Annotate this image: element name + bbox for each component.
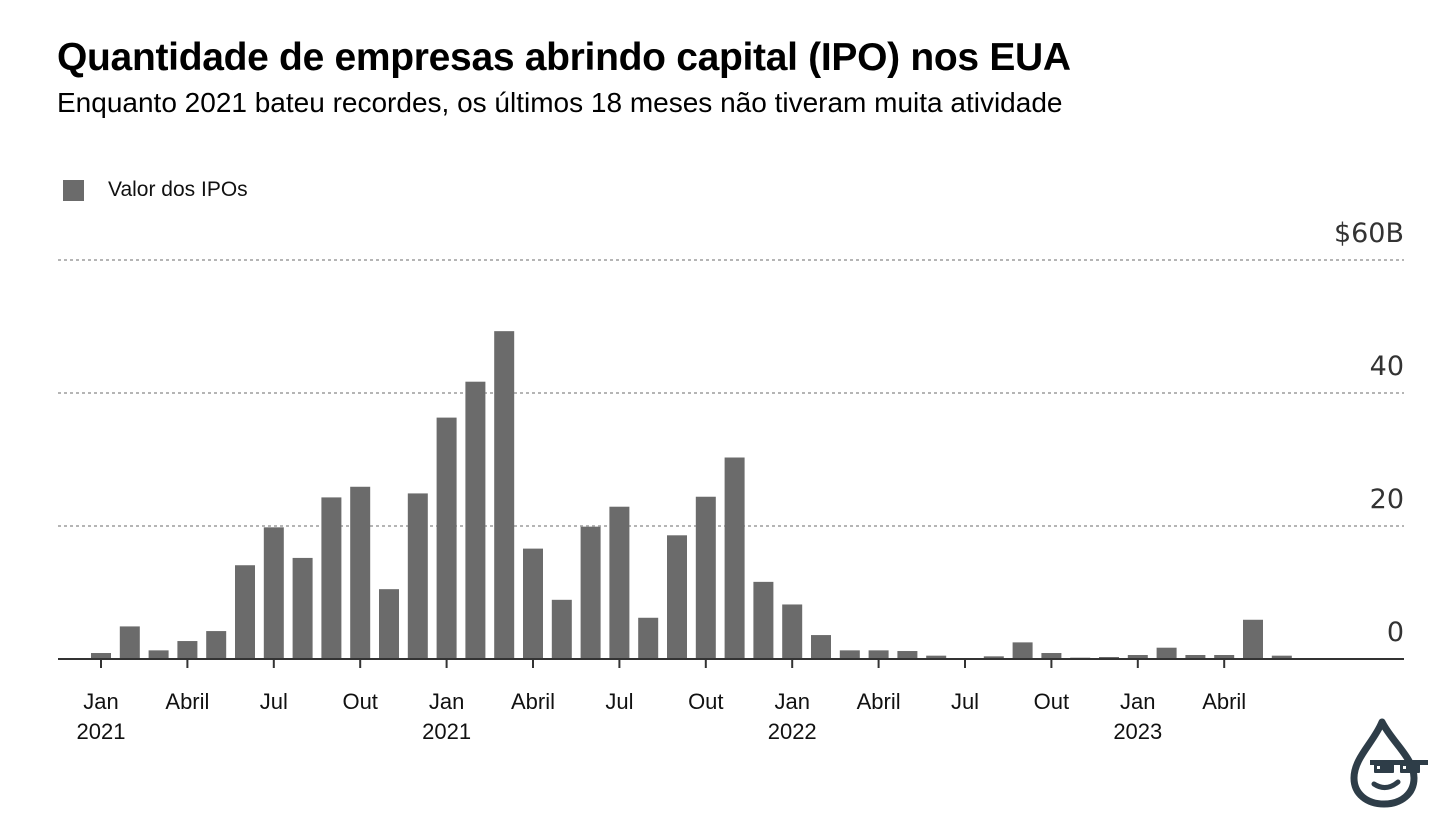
bar: [782, 604, 803, 659]
x-tick-label-month: Jan: [1120, 689, 1155, 714]
x-tick-label-month: Jan: [83, 689, 118, 714]
legend-label: Valor dos IPOs: [108, 178, 248, 201]
bar: [983, 656, 1004, 659]
bar: [379, 589, 399, 659]
bar: [235, 565, 255, 659]
bar: [868, 650, 889, 659]
bar: [494, 331, 515, 659]
bar: [667, 535, 687, 659]
bar: [1185, 655, 1206, 659]
bar: [551, 599, 572, 659]
bar: [206, 631, 227, 659]
bar: [350, 486, 371, 659]
bar: [1243, 619, 1263, 659]
x-tick-label-month: Out: [1034, 689, 1069, 714]
legend-swatch: [63, 179, 84, 201]
bar: [1012, 642, 1033, 659]
bar: [292, 557, 313, 659]
bar: [839, 650, 860, 659]
legend: Valor dos IPOs: [63, 178, 248, 202]
y-tick-label: $60B: [1334, 218, 1404, 249]
bar: [695, 496, 716, 659]
bar: [926, 655, 947, 659]
bar: [465, 381, 486, 659]
bar: [897, 651, 918, 659]
bar: [609, 506, 630, 659]
x-tick-label-month: Abril: [857, 689, 901, 714]
bar: [119, 626, 140, 659]
chart-title: Quantidade de empresas abrindo capital (…: [57, 36, 1071, 79]
y-tick-label: 20: [1370, 484, 1404, 515]
y-tick-label: 0: [1387, 617, 1404, 648]
bar: [407, 493, 428, 659]
x-tick-label-month: Jan: [774, 689, 809, 714]
chart-subtitle: Enquanto 2021 bateu recordes, os últimos…: [57, 87, 1063, 118]
bar: [263, 527, 284, 659]
bar: [638, 617, 659, 659]
x-tick-label-month: Jul: [260, 689, 288, 714]
bar: [1271, 655, 1292, 659]
bar: [436, 417, 457, 659]
droplet-with-sunglasses-icon: [1346, 716, 1430, 813]
bar: [580, 526, 601, 659]
x-tick-label-month: Jul: [951, 689, 979, 714]
bar: [1041, 653, 1062, 659]
bar: [91, 653, 111, 659]
x-tick-label-year: 2021: [77, 719, 126, 744]
x-tick-label-year: 2023: [1113, 719, 1162, 744]
bar: [523, 548, 543, 659]
y-tick-label: 40: [1370, 351, 1404, 382]
bar: [753, 581, 774, 659]
x-tick-label-month: Out: [688, 689, 723, 714]
x-tick-label-month: Abril: [165, 689, 209, 714]
x-tick-label-year: 2021: [422, 719, 471, 744]
bar: [724, 457, 745, 659]
bar: [321, 497, 342, 659]
bar: [1156, 647, 1177, 659]
x-tick-label-month: Out: [342, 689, 377, 714]
x-tick-label-month: Jul: [605, 689, 633, 714]
bar: [1214, 655, 1235, 659]
bar: [1127, 655, 1148, 659]
bar: [811, 635, 831, 659]
x-tick-label-year: 2022: [768, 719, 817, 744]
bar: [177, 641, 198, 659]
x-tick-label-month: Abril: [511, 689, 555, 714]
x-tick-label-month: Abril: [1202, 689, 1246, 714]
bar: [148, 650, 169, 659]
x-tick-label-month: Jan: [429, 689, 464, 714]
